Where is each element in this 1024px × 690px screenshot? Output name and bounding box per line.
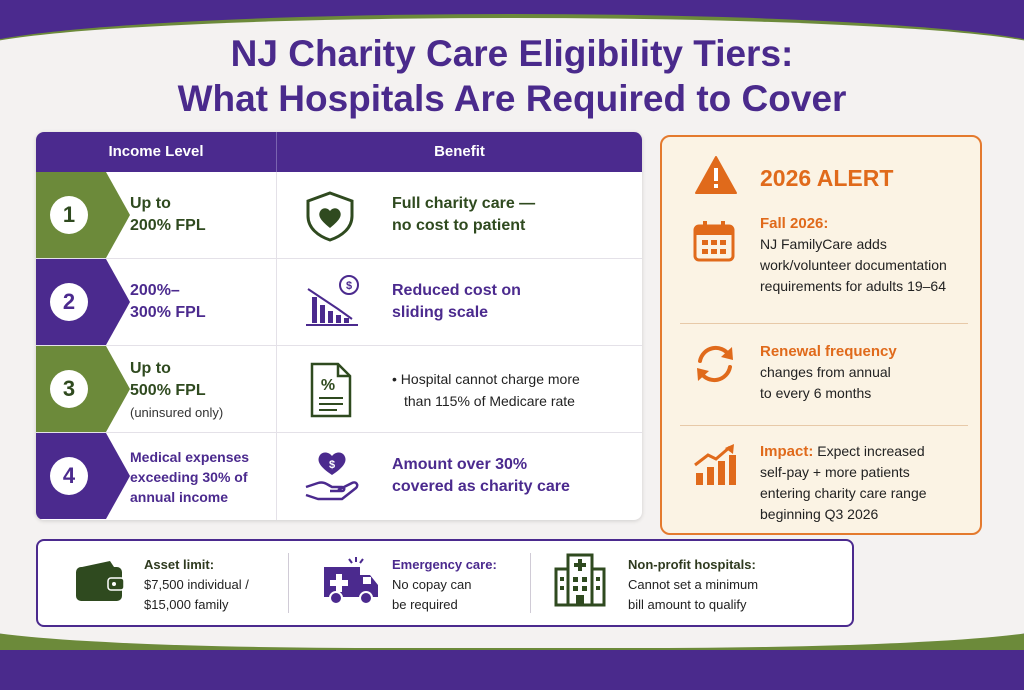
footer-emergency-care: Emergency care: No copay can be required <box>392 555 497 615</box>
tier-4-arrow: 4 <box>36 433 130 519</box>
alert-divider <box>680 425 968 426</box>
tier-4-income-line1: Medical expenses <box>130 449 250 465</box>
row-divider <box>36 258 642 259</box>
alert-item-3-inline: Expect increased <box>813 443 925 459</box>
nonprofit-line1: Cannot set a minimum <box>628 577 759 592</box>
tier-4-income-line3: annual income <box>130 489 229 505</box>
ambulance-icon <box>322 555 382 612</box>
tier-row-4: 4 Medical expenses exceeding 30% of annu… <box>36 433 642 519</box>
tier-row-2: 2 200%– 300% FPL $ Reduced cost on slidi… <box>36 259 642 345</box>
table-header: Income Level Benefit <box>36 132 642 172</box>
tier-2-benefit: Reduced cost on sliding scale <box>392 280 521 324</box>
tier-3-income-line1: Up to <box>130 360 171 377</box>
asset-limit-line2: $15,000 family <box>144 597 229 612</box>
tier-3-arrow: 3 <box>36 346 130 432</box>
tier-2-income: 200%– 300% FPL <box>130 280 206 324</box>
tier-1-benefit: Full charity care — no cost to patient <box>392 193 535 237</box>
tier-3-benefit-line2: than 115% of Medicare rate <box>404 393 575 409</box>
asset-limit-head: Asset limit: <box>144 557 215 572</box>
alert-item-3-line3: beginning Q3 2026 <box>760 506 879 522</box>
emergency-care-line1: No copay can <box>392 577 472 592</box>
svg-text:$: $ <box>346 280 352 292</box>
tier-4-benefit: Amount over 30% covered as charity care <box>392 454 570 498</box>
alert-panel: 2026 ALERT Fall 2026: NJ FamilyCare adds… <box>660 135 982 535</box>
alert-title: 2026 ALERT <box>760 165 894 191</box>
tier-3-income-note: (uninsured only) <box>130 405 224 420</box>
bottom-band <box>0 650 1024 690</box>
tier-1-income-line1: Up to <box>130 195 171 212</box>
footer-divider <box>288 553 289 613</box>
row-divider <box>36 345 642 346</box>
alert-item-3-line1: self-pay + more patients <box>760 464 910 480</box>
alert-item-impact: Impact: Expect increased self-pay + more… <box>760 441 927 525</box>
tier-4-income: Medical expenses exceeding 30% of annual… <box>130 447 249 507</box>
tier-1-arrow: 1 <box>36 172 130 258</box>
svg-text:%: % <box>321 377 335 394</box>
page-title-line1: NJ Charity Care Eligibility Tiers: <box>230 33 794 74</box>
tier-row-1: 1 Up to 200% FPL Full charity care — no … <box>36 172 642 258</box>
tier-1-income-line2: 200% FPL <box>130 217 206 234</box>
tier-1-income: Up to 200% FPL <box>130 193 206 237</box>
alert-item-1-line2: work/volunteer documentation <box>760 257 947 273</box>
wallet-icon <box>74 559 126 610</box>
page-title-line2: What Hospitals Are Required to Cover <box>177 78 847 119</box>
footer-nonprofit-hospitals: Non-profit hospitals: Cannot set a minim… <box>628 555 758 615</box>
alert-item-2-line2: to every 6 months <box>760 385 872 401</box>
calendar-icon <box>692 219 736 268</box>
hand-heart-dollar-icon: $ <box>302 445 362 510</box>
tier-2-income-line1: 200%– <box>130 282 180 299</box>
warning-icon <box>694 155 738 200</box>
tier-3-income: Up to 500% FPL (uninsured only) <box>130 358 223 424</box>
tier-4-benefit-line1: Amount over 30% <box>392 456 528 473</box>
nonprofit-line2: bill amount to qualify <box>628 597 747 612</box>
header-divider <box>276 132 277 172</box>
row-divider <box>36 432 642 433</box>
tier-1-benefit-line1: Full charity care — <box>392 195 536 212</box>
tier-4-benefit-line2: covered as charity care <box>392 478 570 495</box>
tier-2-benefit-line2: sliding scale <box>392 304 489 321</box>
refresh-icon <box>692 341 738 392</box>
tier-3-benefit: • Hospital cannot charge more than 115% … <box>392 368 580 412</box>
tier-4-income-line2: exceeding 30% of <box>130 469 248 485</box>
alert-item-2-line1: changes from annual <box>760 364 891 380</box>
alert-item-3-line2: entering charity care range <box>760 485 927 501</box>
hospital-icon <box>552 553 608 612</box>
svg-text:$: $ <box>329 459 335 471</box>
tier-2-number: 2 <box>50 283 88 321</box>
tier-1-benefit-line2: no cost to patient <box>392 217 526 234</box>
header-benefit: Benefit <box>434 143 485 160</box>
footer-asset-limit: Asset limit: $7,500 individual / $15,000… <box>144 555 249 615</box>
tier-3-income-line2: 500% FPL <box>130 382 206 399</box>
alert-item-1-line1: NJ FamilyCare adds <box>760 236 887 252</box>
footer-divider <box>530 553 531 613</box>
heart-shield-icon <box>302 190 358 247</box>
alert-item-fall-2026: Fall 2026: NJ FamilyCare adds work/volun… <box>760 213 947 297</box>
header-income-level: Income Level <box>108 143 204 160</box>
column-divider <box>276 172 277 520</box>
eligibility-table: Income Level Benefit 1 Up to 200% FPL Fu… <box>36 132 642 520</box>
tier-2-income-line2: 300% FPL <box>130 304 206 321</box>
tier-1-number: 1 <box>50 196 88 234</box>
tier-3-number: 3 <box>50 370 88 408</box>
trending-up-icon <box>692 443 738 492</box>
tier-2-arrow: 2 <box>36 259 130 345</box>
percent-document-icon: % <box>302 360 358 425</box>
alert-item-renewal: Renewal frequency changes from annual to… <box>760 341 897 404</box>
declining-cost-chart-icon: $ <box>302 275 362 336</box>
alert-item-3-head: Impact: <box>760 443 814 460</box>
tier-2-benefit-line1: Reduced cost on <box>392 282 521 299</box>
tier-4-number: 4 <box>50 457 88 495</box>
alert-item-2-head: Renewal frequency <box>760 343 897 360</box>
tier-3-benefit-line1: • Hospital cannot charge more <box>392 371 580 387</box>
nonprofit-head: Non-profit hospitals: <box>628 557 756 572</box>
footer-info-box: Asset limit: $7,500 individual / $15,000… <box>36 539 854 627</box>
alert-divider <box>680 323 968 324</box>
emergency-care-line2: be required <box>392 597 458 612</box>
tier-row-3: 3 Up to 500% FPL (uninsured only) % • Ho… <box>36 346 642 432</box>
asset-limit-line1: $7,500 individual / <box>144 577 249 592</box>
alert-item-1-line3: requirements for adults 19–64 <box>760 278 946 294</box>
emergency-care-head: Emergency care: <box>392 557 497 572</box>
alert-item-1-head: Fall 2026: <box>760 215 829 232</box>
